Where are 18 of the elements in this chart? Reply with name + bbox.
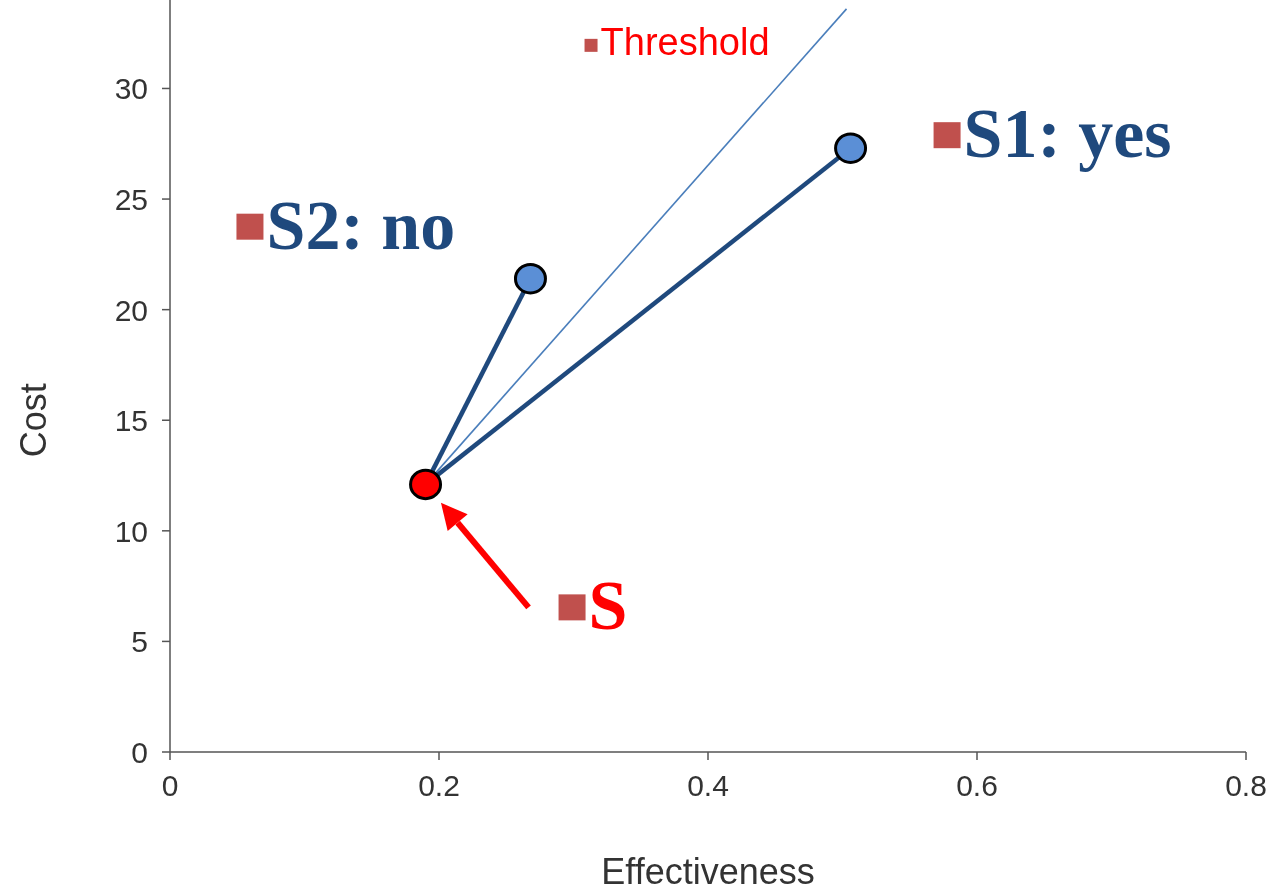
series-label: Threshold — [600, 20, 770, 63]
annotation: S — [588, 567, 628, 645]
x-tick-label: 0.6 — [956, 769, 998, 802]
y-tick-label: 5 — [131, 625, 148, 659]
annotation: S2: no — [266, 186, 456, 264]
y-axis-title: Cost — [13, 383, 54, 458]
x-tick-label: 0.2 — [418, 769, 460, 802]
y-tick-label: 30 — [114, 72, 148, 106]
y-tick-label: 15 — [114, 404, 148, 438]
x-tick-label: 0.4 — [687, 769, 729, 802]
y-tick-label: 0 — [131, 736, 148, 769]
x-axis-title: Effectiveness — [601, 851, 815, 891]
y-tick-label: 20 — [114, 293, 148, 327]
x-tick-label: 0 — [161, 769, 179, 802]
y-tick-label: 10 — [114, 514, 148, 548]
x-tick-label: 0.8 — [1225, 769, 1267, 802]
annotation: S1: yes — [963, 95, 1172, 173]
y-tick-label: 25 — [114, 183, 148, 217]
